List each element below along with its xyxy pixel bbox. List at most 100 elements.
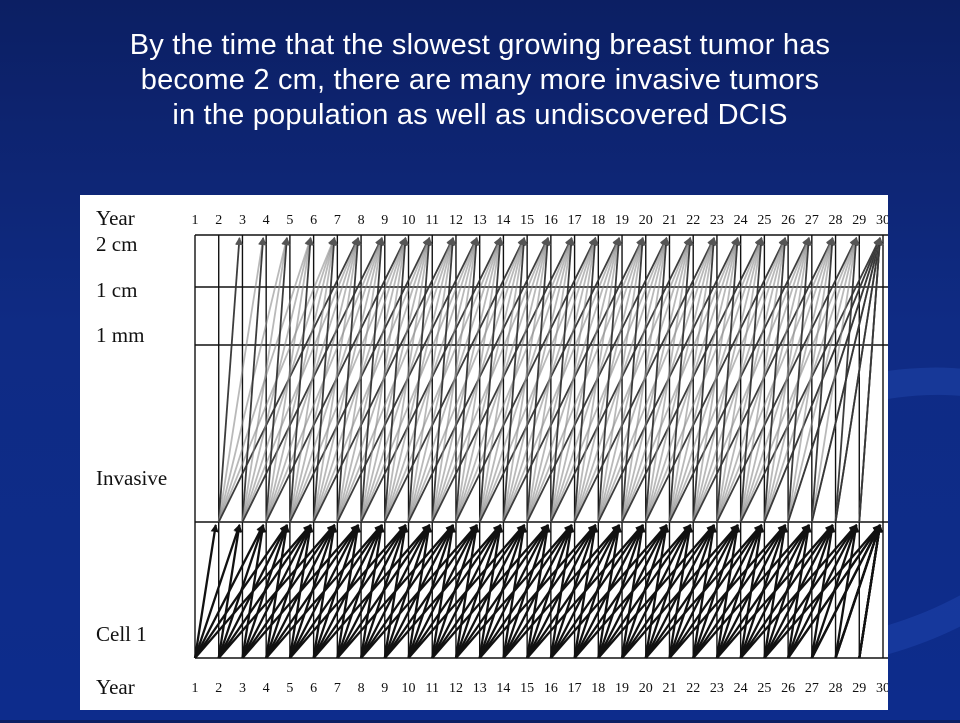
invasive-arrow	[455, 237, 481, 523]
dcis-arrow	[573, 524, 599, 659]
invasive-arrow	[692, 237, 718, 523]
bottom-year-tick-label: 9	[381, 681, 388, 696]
dcis-arrow	[265, 524, 313, 659]
dcis-arrow	[502, 524, 528, 659]
dcis-arrow	[217, 524, 243, 659]
invasive-arrow	[668, 237, 717, 523]
dcis-arrow	[336, 524, 361, 659]
top-year-tick-label: 5	[286, 213, 293, 228]
invasive-arrow	[716, 237, 765, 523]
invasive-arrow	[668, 237, 694, 523]
bottom-year-tick-label: 3	[239, 681, 246, 696]
invasive-arrow	[787, 237, 836, 523]
invasive-arrow	[431, 237, 457, 523]
bottom-year-tick-label: 21	[662, 681, 676, 696]
bottom-year-tick-label: 23	[710, 681, 724, 696]
dcis-arrow	[454, 524, 480, 659]
top-year-tick-label: 14	[496, 213, 510, 228]
dcis-arrow	[288, 524, 314, 659]
invasive-arrow	[265, 237, 291, 523]
invasive-arrow	[431, 237, 480, 523]
dcis-arrow	[763, 524, 811, 659]
dcis-arrow	[265, 524, 290, 659]
dcis-arrow	[834, 524, 882, 659]
invasive-arrow	[217, 237, 243, 523]
dcis-arrow	[407, 524, 455, 659]
top-year-tick-label: 28	[829, 213, 843, 228]
dcis-arrow	[241, 524, 267, 659]
title-line-2: become 2 cm, there are many more invasiv…	[140, 64, 820, 96]
top-year-ticks: 1 2 3 4 5 6 7 8 9 10 11 12 13 14 15 16 17 18 19 20 21 22 23 24 2…	[192, 213, 889, 228]
top-year-tick-label: 17	[568, 213, 582, 228]
invasive-arrow	[383, 237, 433, 523]
level-2cm-label: 2 cm	[96, 232, 137, 256]
bottom-year-tick-label: 4	[263, 681, 270, 696]
level-cell1-label: Cell 1	[96, 622, 147, 646]
dcis-arrow	[478, 524, 504, 659]
top-year-tick-label: 21	[662, 213, 676, 228]
title-line-1: By the time that the slowest growing bre…	[129, 29, 831, 61]
bottom-year-tick-label: 25	[757, 681, 771, 696]
level-1cm-label: 1 cm	[96, 278, 137, 302]
invasive-arrow	[597, 237, 623, 523]
dcis-arrow	[858, 524, 883, 659]
invasive-arrow	[478, 237, 504, 523]
bottom-year-tick-label: 11	[425, 681, 438, 696]
dcis-arrow	[644, 524, 670, 659]
dcis-arrow	[359, 524, 385, 659]
dcis-arrow	[431, 524, 479, 659]
dcis-arrow	[692, 524, 717, 659]
dcis-arrow	[644, 524, 692, 659]
dcis-arrow	[692, 524, 740, 659]
top-year-tick-label: 27	[805, 213, 819, 228]
invasive-arrow	[478, 237, 528, 523]
dcis-arrow	[597, 524, 645, 659]
dcis-arrow	[502, 524, 550, 659]
top-year-tick-label: 8	[358, 213, 365, 228]
top-year-tick-label: 24	[734, 213, 748, 228]
top-year-tick-label: 30	[876, 213, 888, 228]
invasive-arrow	[360, 237, 386, 523]
dcis-arrow	[739, 524, 765, 659]
top-year-tick-label: 10	[402, 213, 416, 228]
dcis-arrow	[786, 524, 812, 659]
top-year-tick-label: 11	[425, 213, 438, 228]
top-year-tick-label: 9	[381, 213, 388, 228]
bottom-year-tick-label: 20	[639, 681, 653, 696]
dcis-arrow	[715, 524, 763, 659]
top-year-tick-label: 2	[215, 213, 222, 228]
top-year-tick-label: 13	[473, 213, 487, 228]
invasive-arrow	[455, 237, 504, 523]
dcis-arrow	[597, 524, 622, 659]
invasive-arrow	[739, 237, 788, 523]
title-line-3: in the population as well as undiscovere…	[172, 99, 788, 131]
bottom-year-tick-label: 24	[734, 681, 748, 696]
dcis-arrow	[359, 524, 408, 659]
invasive-arrow	[407, 237, 433, 523]
bottom-year-tick-label: 12	[449, 681, 463, 696]
top-year-tick-label: 23	[710, 213, 724, 228]
dcis-arrow	[549, 524, 597, 659]
dcis-arrow	[834, 524, 860, 659]
invasive-arrow	[834, 237, 883, 523]
invasive-arrow	[549, 237, 599, 523]
invasive-arrow	[573, 237, 622, 523]
bottom-year-tick-label: 10	[402, 681, 416, 696]
dcis-arrow	[668, 524, 694, 659]
top-year-tick-label: 7	[334, 213, 341, 228]
top-year-tick-label: 29	[852, 213, 866, 228]
dcis-arrow	[383, 524, 431, 659]
dcis-growth-arrows	[193, 524, 883, 659]
invasive-arrow	[407, 237, 456, 523]
invasive-arrow	[526, 237, 575, 523]
dcis-arrow	[526, 524, 574, 659]
level-invasive-label: Invasive	[96, 466, 167, 490]
invasive-arrow	[217, 237, 267, 523]
top-year-tick-label: 15	[520, 213, 534, 228]
dcis-arrow	[810, 524, 836, 659]
top-year-tick-label: 20	[639, 213, 653, 228]
invasive-arrow	[834, 237, 860, 523]
dcis-arrow	[217, 524, 265, 659]
bottom-year-tick-label: 29	[852, 681, 866, 696]
dcis-arrow	[478, 524, 526, 659]
